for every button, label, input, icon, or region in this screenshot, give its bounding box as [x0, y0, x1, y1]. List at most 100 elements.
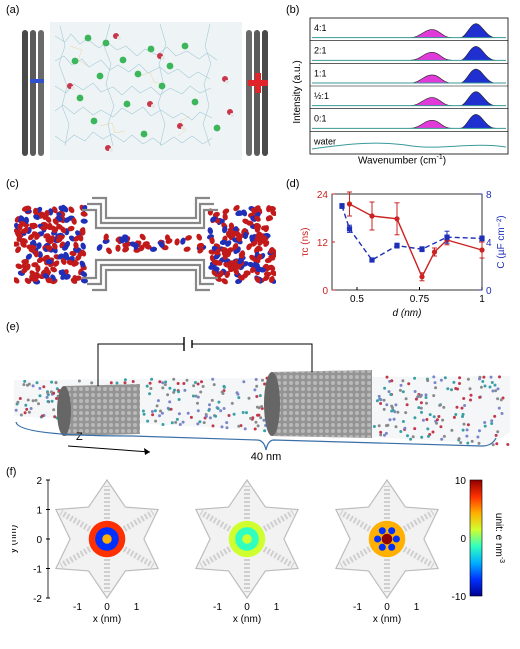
x-tick-label: -1	[353, 602, 362, 613]
solvent-particle	[432, 415, 436, 419]
ion-molecule	[60, 258, 67, 265]
ion-particles	[67, 33, 234, 152]
solvent-particle	[424, 396, 428, 399]
ion-molecule	[149, 246, 158, 252]
ion-molecule	[69, 250, 77, 257]
ion-molecule	[270, 209, 276, 217]
x-tick-label: 1	[414, 602, 420, 613]
ion-molecule	[45, 244, 53, 251]
solvent-particle	[482, 375, 486, 379]
ion-molecule	[19, 238, 27, 245]
solvent-particle	[461, 428, 465, 432]
solvent-particle	[433, 381, 437, 385]
solvent-particle	[160, 411, 164, 415]
y-tick-label: 1	[36, 506, 42, 517]
solvent-particle	[439, 378, 443, 382]
solvent-particle	[253, 388, 257, 392]
solvent-particle	[23, 379, 27, 383]
solvent-particle	[256, 413, 259, 417]
length-brace	[15, 421, 497, 451]
ion-molecule	[133, 242, 139, 250]
solvent-particle	[432, 375, 436, 379]
solvent-particle	[198, 420, 202, 424]
solvent-particle	[227, 414, 231, 417]
solvent-particle	[391, 406, 394, 410]
solvent-particle	[425, 418, 429, 421]
y-tick-label: -1	[33, 565, 42, 576]
solvent-particle	[459, 441, 463, 445]
ion-molecule	[118, 236, 125, 244]
solvent-particle	[417, 406, 421, 410]
ion-molecule	[80, 218, 88, 224]
solvent-particle	[383, 386, 387, 390]
solvent-particle	[14, 408, 18, 412]
solvent-particle	[236, 392, 240, 396]
solvent-particle	[262, 418, 266, 422]
solvent-particle	[259, 416, 263, 420]
solvent-particle	[431, 430, 435, 434]
cap-data-point	[394, 243, 400, 249]
solvent-particle	[53, 415, 57, 419]
solvent-particle	[150, 377, 154, 381]
solvent-particle	[196, 401, 199, 405]
solvent-particle	[27, 382, 31, 386]
solvent-particle	[54, 381, 58, 384]
solvent-particle	[154, 419, 158, 423]
solvent-particle	[496, 387, 500, 391]
solvent-particle	[155, 404, 159, 408]
solvent-particle	[488, 385, 492, 389]
solvent-particle	[385, 403, 389, 407]
ion-molecule	[96, 244, 103, 251]
solvent-particle	[478, 395, 482, 399]
solvent-particle	[18, 397, 22, 400]
solvent-particle	[52, 391, 56, 395]
solvent-particle	[189, 415, 193, 419]
x-tick-label: 0.75	[410, 294, 430, 305]
ion-molecule	[165, 238, 173, 244]
solvent-particle	[50, 380, 54, 384]
solvent-particle	[29, 407, 33, 410]
density-petal	[378, 527, 386, 535]
ion-molecule	[42, 213, 49, 220]
solvent-particle	[476, 435, 480, 439]
solvent-particle	[49, 390, 53, 394]
panel-c-label: (c)	[6, 178, 19, 190]
solvent-particle	[414, 397, 418, 401]
ion-molecule	[185, 235, 192, 241]
solvent-particle	[466, 377, 470, 381]
cap-data-point	[444, 234, 450, 240]
solvent-particle	[163, 383, 167, 387]
ion-molecule	[71, 217, 77, 225]
solvent-particle	[232, 412, 236, 416]
solvent-particle	[178, 423, 182, 426]
y-tick-label: 2	[36, 476, 42, 487]
solvent-particle	[483, 384, 487, 388]
solvent-particle	[16, 400, 20, 404]
x-tick-label: 0.5	[350, 294, 364, 305]
solvent-particle	[394, 403, 398, 407]
ion-molecule	[37, 251, 43, 259]
solvent-particle	[196, 395, 200, 399]
solvent-particle	[478, 377, 481, 381]
solvent-particle	[260, 405, 264, 408]
solvent-particle	[407, 382, 411, 386]
ion-molecule	[228, 263, 236, 269]
solvent-particle	[211, 377, 215, 381]
solvent-particle	[490, 419, 494, 423]
solvent-particle	[499, 398, 503, 402]
solvent-particle	[35, 381, 39, 385]
solvent-particle	[156, 399, 160, 403]
solvent-particle	[253, 427, 257, 431]
solvent-particle	[149, 387, 153, 390]
solvent-particle	[409, 437, 413, 441]
solvent-particle	[263, 429, 267, 433]
solvent-particle	[385, 424, 388, 428]
ion-molecule	[103, 233, 109, 241]
solvent-particle	[192, 384, 196, 388]
solvent-particle	[443, 376, 447, 380]
solvent-particle	[435, 418, 439, 422]
colorbar	[469, 479, 483, 597]
colorbar-label-sup: -3	[498, 557, 505, 563]
solvent-particle	[406, 434, 409, 438]
ion-molecule	[80, 271, 88, 278]
